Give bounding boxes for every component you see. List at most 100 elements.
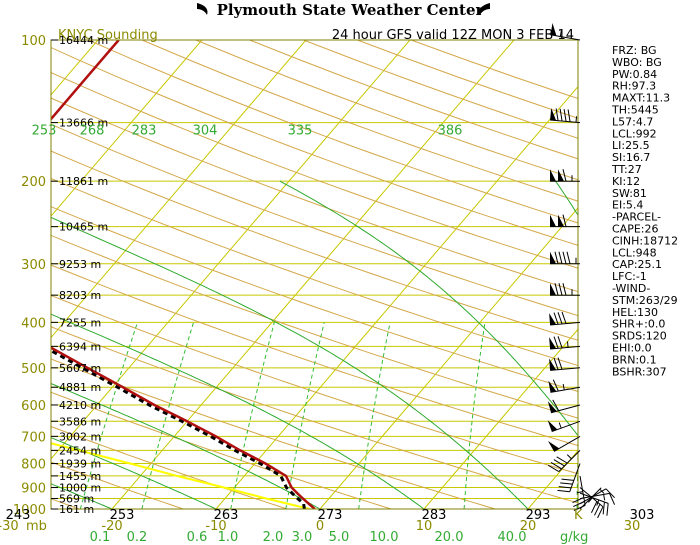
moist-adiabat-line	[51, 216, 529, 509]
barb-pennant	[558, 169, 564, 182]
stat-line: MAXT:11.3	[612, 92, 670, 105]
moist-adiabat-line	[279, 180, 578, 437]
stat-line: SW:81	[612, 187, 647, 200]
wind-barb-icon	[549, 311, 581, 326]
isotherm-line	[423, 328, 578, 509]
barb-flag	[557, 357, 563, 370]
barb-pennant	[548, 441, 560, 452]
theta-label: 386	[438, 124, 463, 139]
background-lines	[51, 40, 578, 509]
celsius-tick-label: 20	[520, 519, 537, 534]
barb-pennant	[550, 108, 557, 121]
barb-flag	[558, 283, 563, 296]
wind-barb-icon	[579, 492, 609, 516]
dry-adiabat-line	[51, 177, 578, 367]
wind-barb-icon	[550, 23, 581, 41]
stat-line: SI:16.7	[612, 151, 650, 164]
barb-shaft	[550, 404, 581, 414]
height-label: 1000 m	[59, 482, 101, 495]
stat-line: L57:4.7	[612, 115, 653, 128]
stat-line: SRDS:120	[612, 330, 667, 343]
mixing-ratio-line	[285, 322, 325, 509]
dry-adiabat-line	[51, 97, 578, 293]
temperature-line	[51, 40, 316, 509]
barb-half-flag	[566, 454, 572, 460]
barb-half-flag	[562, 383, 565, 391]
height-label: 3586 m	[59, 415, 101, 428]
height-label: 3002 m	[59, 430, 101, 443]
barb-half-flag	[558, 422, 562, 429]
stat-line: PW:0.84	[612, 68, 657, 81]
barb-flag	[555, 108, 559, 121]
dry-adiabat-line	[51, 391, 392, 509]
dry-adiabat-line	[51, 358, 496, 509]
barb-shaft	[550, 119, 581, 124]
dry-adiabat-line	[51, 264, 578, 447]
barb-flag	[550, 461, 562, 470]
mixing-ratio-line	[463, 322, 486, 509]
barb-pennant	[549, 337, 557, 349]
theta-label: 268	[80, 124, 105, 139]
stat-line: EI:5.4	[612, 199, 643, 212]
stat-line: TH:5445	[611, 104, 659, 117]
dewpoint-line	[51, 348, 306, 509]
pressure-tick-label: 100	[21, 34, 46, 49]
barb-pennant	[550, 283, 556, 296]
mixing-ratio-tick-label: 0.1	[90, 530, 111, 545]
mixing-ratio-tick-label: 0.6	[187, 530, 208, 545]
barb-flag	[554, 251, 559, 264]
height-label: 10465 m	[59, 221, 108, 234]
height-label: 2454 m	[59, 444, 101, 457]
stat-line: BRN:0.1	[612, 353, 657, 366]
barb-flag	[557, 336, 563, 349]
celsius-tick-label: 0	[316, 519, 324, 534]
pressure-tick-label: 400	[21, 316, 46, 331]
pressure-tick-label: 200	[21, 175, 46, 190]
barb-pennant	[550, 214, 556, 227]
wind-barb-icon	[548, 379, 581, 393]
barb-pennant	[550, 23, 557, 36]
theta-label: 253	[32, 124, 57, 139]
barb-flag	[553, 459, 565, 467]
dry-adiabat-line	[51, 123, 578, 317]
height-label: 1939 m	[59, 458, 101, 471]
temperature-tick-labels: -50-40-30-20-100102030402232332432532632…	[0, 508, 654, 545]
barb-shaft	[579, 492, 610, 500]
height-label: 13666 m	[59, 117, 108, 130]
barb-flag	[594, 503, 601, 516]
barb-flag	[557, 489, 570, 493]
isotherm-line	[111, 40, 515, 509]
wind-barb-icon	[550, 283, 580, 296]
dry-adiabat-line	[51, 326, 578, 504]
barb-shaft	[558, 450, 581, 472]
stat-line: CINH:18712	[612, 234, 678, 247]
barb-flag	[566, 251, 571, 264]
banner-left-icon	[197, 3, 208, 15]
pressure-unit-label: mb	[26, 519, 47, 534]
valid-label: 24 hour GFS valid 12Z MON 3 FEB 14	[332, 28, 574, 43]
barb-flag	[573, 504, 586, 511]
mixing-ratio-line	[141, 322, 194, 509]
moist-adiabat-line	[51, 437, 217, 509]
kelvin-tick-label: 273	[318, 508, 343, 523]
plot-frame	[50, 39, 579, 510]
height-label: 9253 m	[59, 258, 101, 271]
celsius-tick-label: 10	[416, 519, 433, 534]
stat-line: FRZ: BG	[612, 44, 657, 57]
mixing-ratio-tick-label: 3.0	[292, 530, 313, 545]
stat-line: BSHR:307	[612, 365, 667, 378]
barb-flag	[605, 488, 615, 499]
stat-line: EHI:0.0	[612, 342, 652, 355]
barb-shaft	[579, 492, 609, 504]
barb-shaft	[553, 435, 581, 452]
barb-flag	[561, 311, 567, 324]
theta-label: 283	[132, 124, 157, 139]
barb-half-flag	[559, 30, 562, 37]
pressure-tick-label: 900	[21, 482, 46, 497]
stat-line: STM:263/29	[612, 294, 678, 307]
barb-half-flag	[588, 497, 593, 503]
barb-half-flag	[567, 341, 569, 348]
mixing-ratio-tick-label: 2.0	[263, 530, 284, 545]
